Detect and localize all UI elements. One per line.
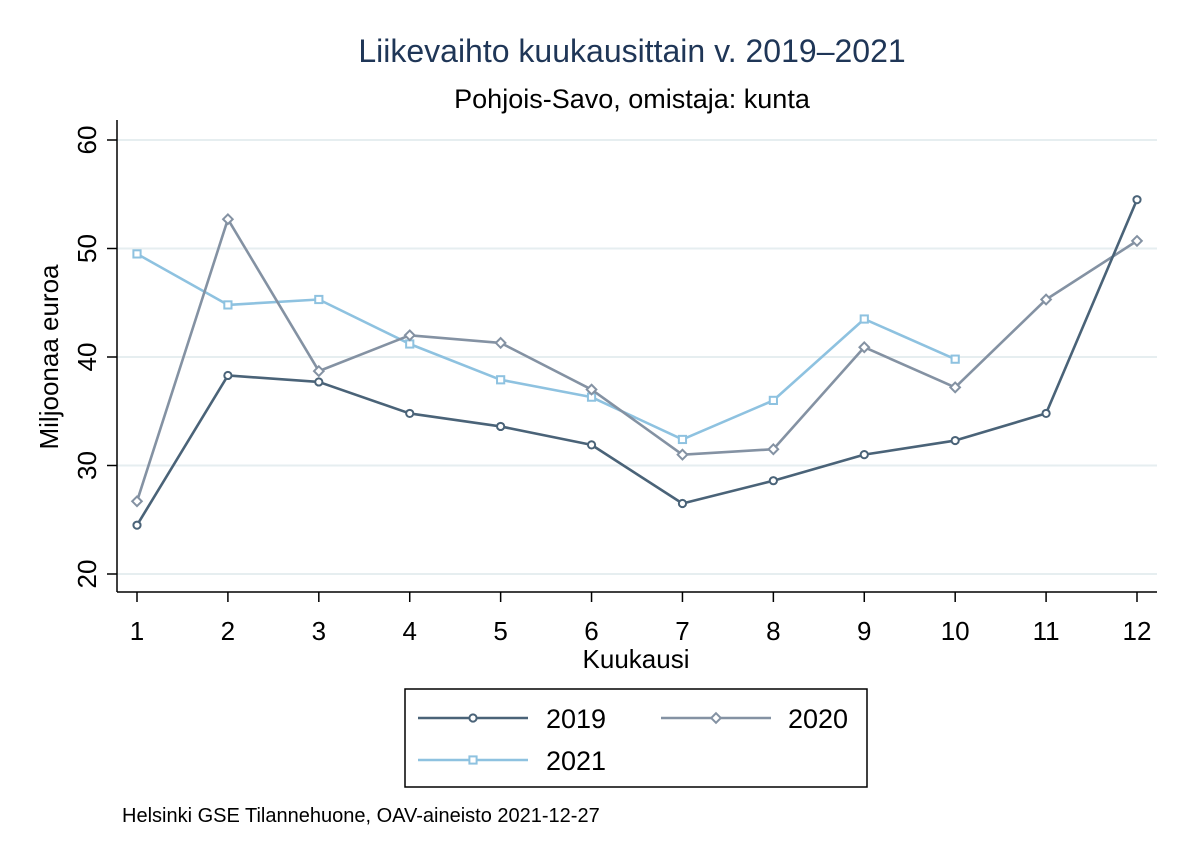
chart-subtitle: Pohjois-Savo, omistaja: kunta	[454, 84, 811, 114]
x-tick-label-7: 7	[675, 616, 689, 646]
point-2020-5	[494, 336, 507, 350]
x-tick-label-4: 4	[402, 616, 416, 646]
legend-marker-2021	[468, 755, 478, 765]
point-2019-1	[132, 520, 142, 530]
legend-item-2020: 2020	[661, 704, 848, 734]
point-2021-9	[859, 314, 869, 324]
point-2019-2	[223, 370, 233, 381]
x-tick-label-8: 8	[766, 616, 780, 646]
legend-item-2021: 2021	[418, 746, 606, 776]
point-2020-4	[403, 329, 416, 342]
point-2020-6	[585, 383, 598, 396]
point-2021-10	[950, 354, 960, 364]
point-2019-11	[1041, 408, 1051, 419]
series-line-2019	[135, 199, 1139, 526]
x-tick-label-6: 6	[584, 616, 598, 646]
x-tick-label-9: 9	[857, 616, 871, 646]
y-tick-label-40: 40	[72, 343, 102, 372]
point-2021-3	[314, 294, 324, 305]
point-2019-9	[859, 450, 869, 460]
y-tick-label-50: 50	[72, 234, 102, 263]
point-2021-7	[677, 434, 688, 445]
point-2020-3	[312, 364, 326, 378]
source-note: Helsinki GSE Tilannehuone, OAV-aineisto …	[122, 805, 600, 827]
point-2021-1	[132, 249, 142, 259]
point-2021-8	[768, 395, 778, 405]
point-2019-4	[405, 408, 415, 419]
chart-title: Liikevaihto kuukausittain v. 2019–2021	[358, 33, 905, 69]
point-2020-12	[1130, 234, 1144, 248]
point-2019-5	[496, 421, 506, 432]
grid-lines	[117, 139, 1157, 575]
point-2021-2	[223, 300, 233, 310]
x-tick-label-10: 10	[941, 616, 970, 646]
series-2020	[130, 212, 1144, 508]
point-2020-8	[767, 443, 780, 456]
point-2020-11	[1039, 293, 1053, 306]
legend-marker-2019	[468, 713, 478, 723]
y-axis-label: Miljoonaa euroa	[34, 264, 64, 450]
series-2021	[132, 249, 960, 445]
series-2019	[132, 195, 1142, 530]
legend-box	[404, 688, 868, 788]
point-2021-5	[496, 375, 506, 385]
x-tick-label-2: 2	[221, 616, 235, 646]
x-tick-label-12: 12	[1123, 616, 1152, 646]
x-tick-label-11: 11	[1033, 616, 1060, 646]
point-2019-12	[1132, 195, 1142, 205]
series-lines	[130, 195, 1144, 530]
series-line-2020	[135, 217, 1138, 502]
legend-label-2020: 2020	[788, 704, 848, 734]
legend-marker-2020	[709, 711, 723, 725]
y-tick-label-20: 20	[72, 560, 102, 589]
point-2020-10	[948, 381, 962, 394]
point-2020-7	[676, 448, 689, 461]
series-line-2021	[136, 252, 956, 441]
point-2019-8	[768, 476, 778, 486]
legend-item-2019: 2019	[418, 704, 606, 734]
x-tick-label-5: 5	[493, 616, 507, 646]
point-2020-1	[130, 495, 144, 508]
point-2019-10	[950, 435, 960, 446]
x-axis-label: Kuukausi	[583, 644, 690, 674]
legend: 2019 2020 2021	[404, 688, 868, 788]
legend-label-2021: 2021	[546, 746, 606, 776]
legend-label-2019: 2019	[546, 704, 606, 734]
x-tick-label-3: 3	[312, 616, 326, 646]
y-tick-label-60: 60	[72, 126, 102, 155]
point-2019-7	[677, 498, 688, 509]
y-tick-label-30: 30	[72, 451, 102, 480]
point-2019-3	[314, 377, 324, 387]
x-tick-label-1: 1	[130, 616, 144, 646]
point-2020-9	[858, 341, 871, 354]
point-2020-2	[221, 212, 235, 226]
point-2019-6	[586, 440, 597, 450]
